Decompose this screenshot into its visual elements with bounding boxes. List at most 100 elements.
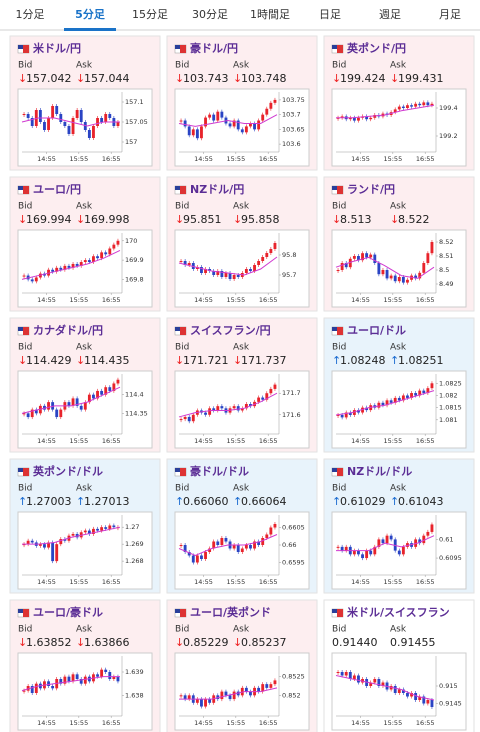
pair-name[interactable]: NZドル/円: [190, 183, 244, 196]
candle: [87, 394, 91, 403]
candle: [116, 379, 120, 384]
candle: [373, 115, 377, 118]
candle: [269, 388, 273, 394]
candle: [59, 409, 63, 418]
candle: [216, 541, 220, 545]
x-tick-label: 14:55: [194, 719, 213, 727]
candle: [422, 535, 426, 544]
candle: [422, 102, 426, 106]
tab-label[interactable]: 5分足: [75, 7, 106, 21]
tab-label[interactable]: 1分足: [16, 8, 45, 21]
pair-name[interactable]: 英ポンド/ドル: [32, 464, 103, 478]
candle: [273, 384, 277, 389]
flag-part: [332, 45, 337, 49]
tab-label[interactable]: 月足: [439, 8, 461, 21]
flag-part: [23, 186, 29, 194]
candle: [204, 412, 207, 415]
candle: [244, 404, 248, 409]
candle: [377, 679, 381, 686]
x-tick-label: 16:55: [102, 155, 121, 163]
ask-label: Ask: [233, 625, 250, 635]
candle: [87, 260, 91, 263]
tab-label[interactable]: 30分足: [192, 8, 228, 21]
pair-name[interactable]: スイスフラン/円: [190, 324, 271, 337]
y-tick-label: 169.8: [125, 275, 144, 283]
y-tick-label: 1.269: [125, 540, 144, 548]
candle: [422, 696, 426, 704]
x-tick-label: 14:55: [194, 155, 213, 163]
pair-name[interactable]: NZドル/ドル: [347, 465, 412, 478]
candle: [83, 402, 87, 410]
chart-box: [331, 229, 467, 308]
tab-label[interactable]: 日足: [319, 8, 341, 21]
pair-name[interactable]: 米ドル/スイスフラン: [346, 605, 450, 619]
x-tick-label: 14:55: [351, 578, 370, 586]
pair-name[interactable]: ユーロ/豪ドル: [33, 605, 103, 619]
candle: [187, 126, 191, 136]
flag-part: [23, 45, 29, 53]
ask-label: Ask: [76, 61, 93, 71]
candle: [261, 114, 265, 121]
candle: [200, 555, 203, 559]
x-tick-label: 14:55: [351, 719, 370, 727]
pair-name[interactable]: ユーロ/円: [33, 183, 81, 196]
y-tick-label: 8.49: [439, 280, 453, 288]
candle: [30, 279, 34, 282]
pair-name[interactable]: 英ポンド/円: [346, 41, 406, 55]
pair-name[interactable]: カナダドル/円: [33, 323, 103, 337]
candle: [183, 416, 187, 420]
candle: [55, 267, 59, 272]
flag-part: [337, 327, 343, 335]
candle: [26, 114, 30, 118]
pair-name[interactable]: 米ドル/円: [32, 41, 81, 55]
candle: [410, 693, 413, 697]
candle: [385, 535, 389, 544]
ask-value: 0.61043: [398, 495, 444, 508]
candle: [112, 676, 116, 679]
candle: [381, 539, 385, 544]
candle: [377, 539, 381, 547]
candle: [92, 394, 95, 399]
ask-value: 171.737: [241, 354, 287, 367]
x-tick-label: 15:55: [69, 578, 88, 586]
candle: [381, 402, 385, 406]
candle: [261, 538, 265, 545]
candle: [236, 545, 240, 552]
tab-label[interactable]: 週足: [379, 8, 401, 21]
candle: [228, 123, 232, 127]
tab-label[interactable]: 15分足: [132, 8, 168, 21]
pair-name[interactable]: ランド/円: [347, 183, 395, 196]
candle: [200, 126, 203, 139]
tab-label[interactable]: 1時間足: [250, 8, 290, 21]
pair-name[interactable]: ユーロ/英ポンド: [190, 605, 271, 619]
candle: [344, 672, 348, 676]
pair-name[interactable]: ユーロ/ドル: [347, 324, 406, 337]
bid-value: 103.743: [183, 72, 229, 85]
x-tick-label: 16:55: [416, 155, 435, 163]
ask-value: 8.522: [398, 213, 430, 226]
candle: [397, 689, 401, 693]
x-tick-label: 16:55: [416, 719, 435, 727]
x-tick-label: 15:55: [226, 578, 245, 586]
pair-name[interactable]: 豪ドル/ドル: [190, 464, 249, 478]
candle: [208, 114, 212, 118]
candle: [265, 108, 269, 115]
pair-name[interactable]: 豪ドル/円: [190, 41, 238, 55]
candle: [389, 535, 393, 540]
